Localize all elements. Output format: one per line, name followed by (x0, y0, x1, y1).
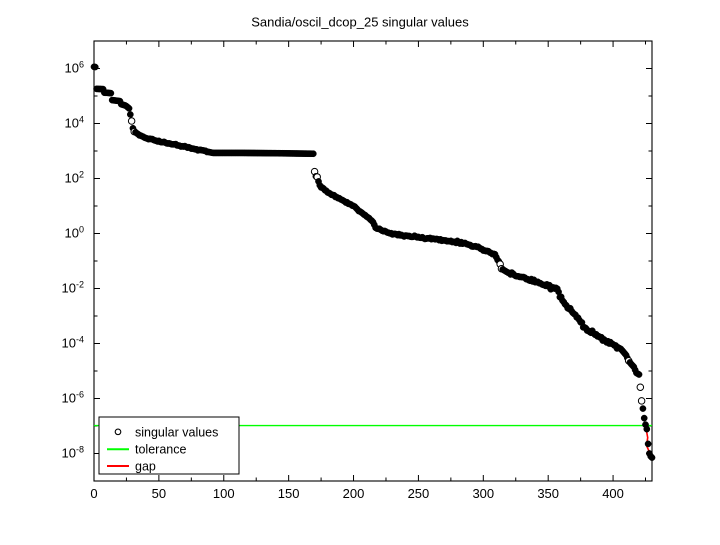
svg-text:400: 400 (602, 486, 624, 501)
svg-text:10-6: 10-6 (62, 390, 84, 406)
svg-text:102: 102 (65, 170, 84, 186)
svg-text:104: 104 (65, 115, 84, 131)
svg-text:350: 350 (537, 486, 559, 501)
svg-text:10-2: 10-2 (62, 280, 84, 296)
svg-text:250: 250 (408, 486, 430, 501)
svg-text:gap: gap (135, 460, 156, 474)
svg-text:200: 200 (343, 486, 365, 501)
svg-text:106: 106 (65, 60, 84, 76)
svg-text:150: 150 (278, 486, 300, 501)
svg-text:300: 300 (472, 486, 494, 501)
svg-text:10-8: 10-8 (62, 445, 84, 461)
svg-text:10-4: 10-4 (62, 335, 84, 351)
svg-text:tolerance: tolerance (135, 443, 186, 457)
svg-text:Sandia/oscil_dcop_25 singular: Sandia/oscil_dcop_25 singular values (251, 15, 469, 30)
svg-text:50: 50 (152, 486, 166, 501)
svg-text:singular values: singular values (135, 425, 218, 439)
svg-text:100: 100 (65, 225, 84, 241)
svg-text:100: 100 (213, 486, 235, 501)
svg-text:0: 0 (90, 486, 97, 501)
